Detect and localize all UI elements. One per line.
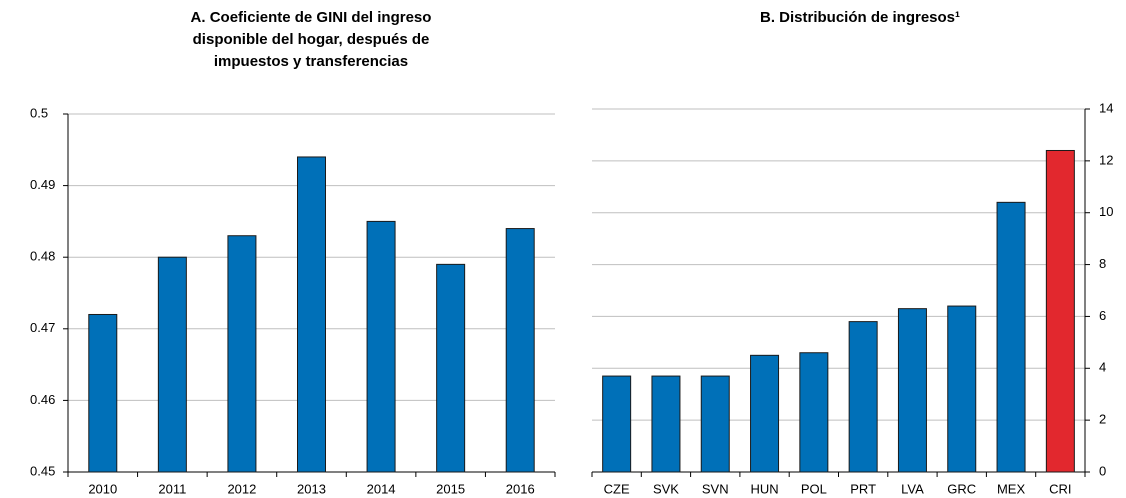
chart-title: A. Coeficiente de GINI del ingreso <box>191 9 432 26</box>
x-tick-label: SVK <box>653 481 679 496</box>
y-tick-label: 12 <box>1099 152 1113 167</box>
y-tick-label: 6 <box>1099 308 1106 323</box>
x-tick-label: 2013 <box>297 481 326 496</box>
x-tick-label: MEX <box>997 481 1026 496</box>
y-tick-label: 2 <box>1099 412 1106 427</box>
x-tick-label: 2010 <box>88 481 117 496</box>
bar <box>750 354 780 473</box>
x-tick-label: GRC <box>947 481 976 496</box>
bar <box>700 375 730 473</box>
x-tick-label: 2011 <box>158 481 186 496</box>
y-tick-label: 0.48 <box>30 249 55 264</box>
x-tick-label: PRT <box>850 481 876 496</box>
x-tick-label: 2012 <box>227 481 256 496</box>
bar <box>505 228 535 473</box>
x-tick-label: CRI <box>1049 481 1071 496</box>
bar <box>602 375 632 473</box>
bar <box>996 201 1026 473</box>
x-tick-label: SVN <box>702 481 729 496</box>
y-tick-label: 0.49 <box>30 177 55 192</box>
y-tick-label: 0.46 <box>30 392 55 407</box>
y-tick-label: 8 <box>1099 256 1106 271</box>
bar <box>799 352 829 473</box>
x-tick-label: POL <box>801 481 827 496</box>
bar <box>947 305 977 473</box>
x-tick-label: 2016 <box>506 481 535 496</box>
chart-title: disponible del hogar, después de <box>193 31 430 48</box>
bar <box>297 156 326 473</box>
x-tick-label: HUN <box>750 481 778 496</box>
x-tick-label: CZE <box>604 481 630 496</box>
y-tick-label: 4 <box>1099 360 1106 375</box>
y-tick-label: 14 <box>1099 100 1113 115</box>
y-tick-label: 0.47 <box>30 320 55 335</box>
x-tick-label: LVA <box>901 481 924 496</box>
x-tick-label: 2015 <box>436 481 465 496</box>
bar <box>366 220 396 473</box>
chart-title: impuestos y transferencias <box>214 53 408 70</box>
y-tick-label: 0 <box>1099 463 1106 478</box>
bar <box>1045 149 1075 473</box>
bar <box>897 308 927 473</box>
bar <box>436 263 466 473</box>
y-tick-label: 0.5 <box>30 105 48 120</box>
bar <box>848 321 878 473</box>
y-tick-label: 10 <box>1099 204 1113 219</box>
y-tick-label: 0.45 <box>30 463 55 478</box>
bar <box>157 256 187 473</box>
bar <box>651 375 681 473</box>
bar <box>88 313 118 473</box>
x-tick-label: 2014 <box>367 481 396 496</box>
chart-title: B. Distribución de ingresos¹ <box>760 9 960 26</box>
bar <box>227 235 257 473</box>
